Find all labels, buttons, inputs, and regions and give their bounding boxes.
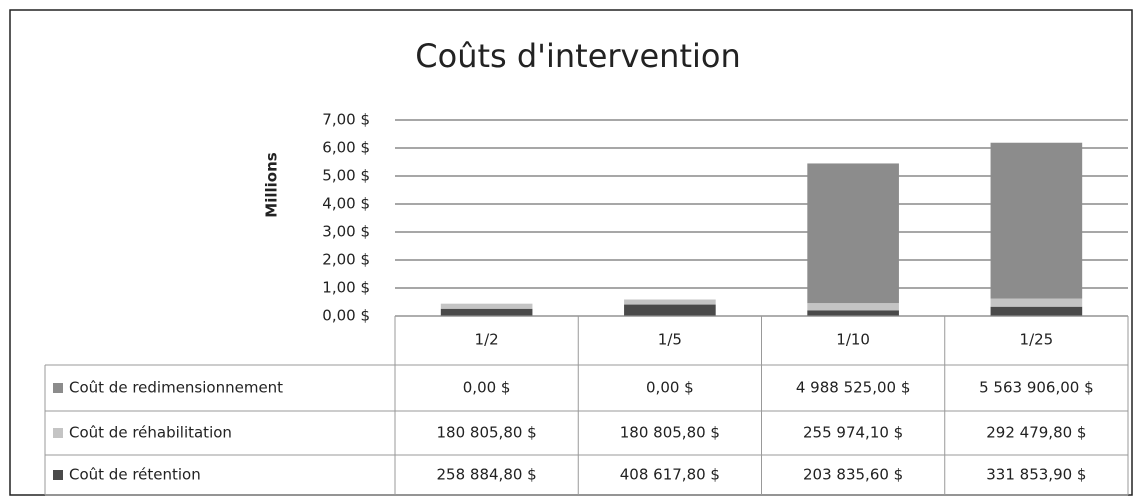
table-value: 0,00 $	[463, 379, 511, 397]
table-value: 180 805,80 $	[437, 424, 537, 442]
y-tick-label: 3,00 $	[322, 223, 370, 241]
table-value: 258 884,80 $	[437, 466, 537, 484]
y-axis-title: Millions	[263, 152, 281, 217]
legend-swatch	[53, 428, 63, 438]
table-value: 180 805,80 $	[620, 424, 720, 442]
x-tick-label: 1/5	[658, 331, 682, 349]
y-tick-label: 7,00 $	[322, 111, 370, 129]
table-value: 5 563 906,00 $	[979, 379, 1094, 397]
x-tick-label: 1/25	[1020, 331, 1054, 349]
table-value: 0,00 $	[646, 379, 694, 397]
bar-segment	[807, 303, 899, 311]
table-value: 255 974,10 $	[803, 424, 903, 442]
chart-title: Coûts d'intervention	[415, 37, 740, 75]
bar-segment	[624, 299, 716, 305]
bar-segment	[807, 310, 899, 316]
y-tick-label: 1,00 $	[322, 279, 370, 297]
bar-segment	[624, 304, 716, 316]
y-tick-label: 5,00 $	[322, 167, 370, 185]
bar-segment	[440, 303, 533, 309]
x-tick-label: 1/10	[836, 331, 870, 349]
bar-segment	[990, 298, 1083, 307]
legend-label: Coût de rétention	[69, 466, 201, 484]
legend-swatch	[53, 470, 63, 480]
table-value: 292 479,80 $	[986, 424, 1086, 442]
y-tick-label: 6,00 $	[322, 139, 370, 157]
legend-label: Coût de redimensionnement	[69, 379, 283, 397]
y-tick-label: 4,00 $	[322, 195, 370, 213]
bar-segment	[990, 142, 1083, 299]
bar-segment	[807, 163, 899, 304]
table-value: 331 853,90 $	[986, 466, 1086, 484]
y-tick-label: 0,00 $	[322, 307, 370, 325]
table-value: 4 988 525,00 $	[796, 379, 911, 397]
legend-swatch	[53, 383, 63, 393]
bar-segment	[440, 308, 533, 316]
table-value: 203 835,60 $	[803, 466, 903, 484]
y-tick-label: 2,00 $	[322, 251, 370, 269]
chart-frame	[9, 9, 1133, 496]
table-value: 408 617,80 $	[620, 466, 720, 484]
x-tick-label: 1/2	[475, 331, 499, 349]
legend-label: Coût de réhabilitation	[69, 424, 232, 442]
bar-segment	[990, 306, 1083, 316]
